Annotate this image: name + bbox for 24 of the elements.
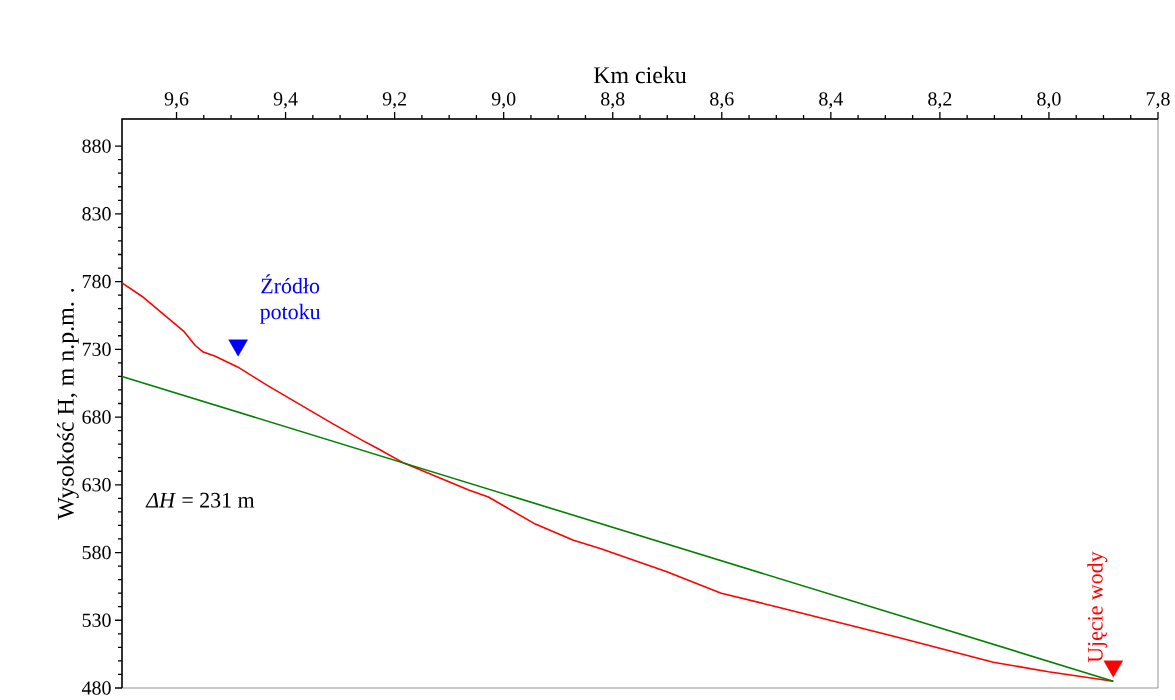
y-tick-label: 830 xyxy=(82,207,111,221)
annotation: Źródło potoku xyxy=(260,274,321,324)
x-tick-label: 9,6 xyxy=(164,92,189,109)
y-tick-label: 530 xyxy=(82,613,111,627)
x-tick-label: 9,2 xyxy=(382,92,406,109)
y-tick-label: 580 xyxy=(82,545,111,560)
y-tick-label: 630 xyxy=(82,478,111,492)
x-tick-label: 9,0 xyxy=(491,92,516,109)
y-axis-title: Wysokość H, m n.p.m. . xyxy=(56,288,79,520)
x-tick-label: 8,4 xyxy=(819,92,843,109)
x-axis-title: Km cieku xyxy=(593,66,687,84)
y-tick-label: 680 xyxy=(82,410,111,424)
y-tick-label: 780 xyxy=(82,274,111,289)
x-tick-label: 8,2 xyxy=(928,92,952,109)
y-tick-label: 880 xyxy=(82,139,111,153)
x-tick-label: 7,8 xyxy=(1146,92,1170,109)
y-tick-label: 730 xyxy=(82,342,111,357)
x-tick-label: 9,4 xyxy=(273,92,298,109)
y-tick-label: 480 xyxy=(81,681,111,695)
x-tick-label: 8,0 xyxy=(1037,92,1061,109)
annotation: Ujęcie wody xyxy=(1087,551,1108,663)
annotation: ΔH = 231 m xyxy=(145,492,255,508)
x-tick-label: 8,8 xyxy=(601,92,625,109)
x-tick-label: 8,6 xyxy=(710,92,734,109)
